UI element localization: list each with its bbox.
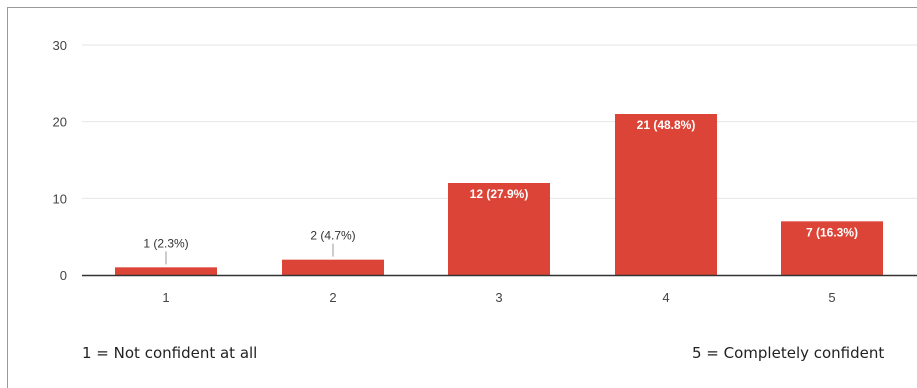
- y-tick-label: 20: [53, 115, 67, 130]
- x-tick-label: 3: [495, 290, 502, 305]
- bar-2: [282, 259, 384, 275]
- scale-high-label: 5 = Completely confident: [692, 344, 885, 362]
- x-tick-label: 2: [329, 290, 336, 305]
- chart-frame: [7, 7, 917, 388]
- bar-3: [448, 183, 550, 275]
- bar-1: [115, 267, 217, 275]
- data-label: 12 (27.9%): [470, 187, 529, 201]
- x-tick-label: 1: [162, 290, 169, 305]
- x-tick-label: 5: [828, 290, 835, 305]
- y-tick-label: 0: [60, 268, 67, 283]
- data-label: 1 (2.3%): [143, 236, 188, 250]
- bar-5: [781, 221, 883, 275]
- y-tick-label: 10: [53, 191, 67, 206]
- y-tick-label: 30: [53, 38, 67, 53]
- data-label: 7 (16.3%): [806, 225, 858, 239]
- x-tick-label: 4: [662, 290, 669, 305]
- bar-4: [615, 114, 717, 275]
- scale-low-label: 1 = Not confident at all: [82, 344, 258, 362]
- data-label: 21 (48.8%): [637, 118, 696, 132]
- data-label: 2 (4.7%): [310, 229, 355, 243]
